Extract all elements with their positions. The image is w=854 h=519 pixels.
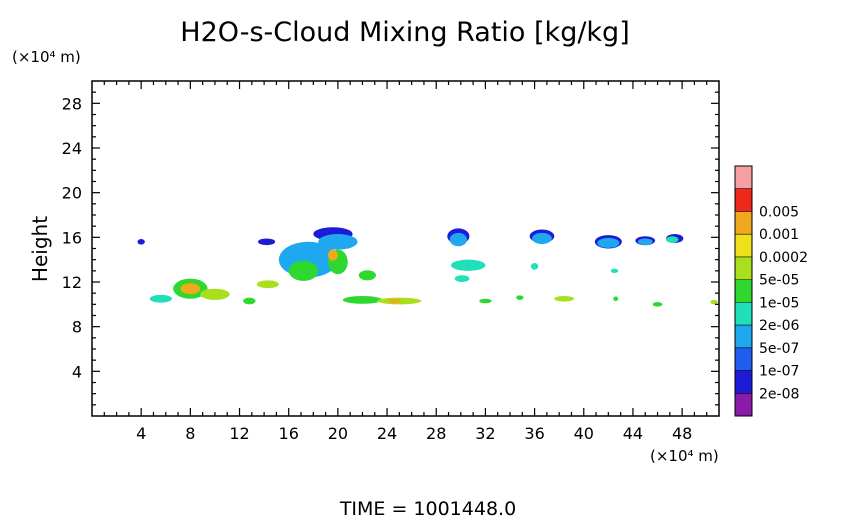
y-tick-labels: 4 8 12 16 20 24 28 [62, 94, 82, 381]
x-tick-label: 24 [377, 424, 397, 443]
colorbar-level-label: 2e-08 [759, 386, 799, 402]
y-tick-label: 8 [72, 318, 82, 337]
colorbar-swatch [735, 325, 752, 348]
cloud-cell-5 [243, 297, 256, 305]
colorbar-frame [734, 165, 753, 417]
cloud-cell-7 [256, 280, 279, 289]
colorbar-level-label: 0.005 [759, 204, 799, 220]
colorbar-level-label: 1e-07 [759, 364, 799, 380]
x-tick-label: 4 [136, 424, 146, 443]
colorbar-swatch [735, 347, 752, 371]
time-label: TIME = 1001448.0 [339, 498, 516, 519]
cloud-cell-20 [450, 259, 486, 271]
cloud-cell-6 [257, 238, 276, 246]
cloud-cell-15 [342, 295, 383, 304]
colorbar-swatch [735, 256, 752, 280]
colorbar-swatch [735, 370, 752, 394]
cloud-cell-9 [288, 260, 319, 281]
cloud-cell-29 [597, 237, 620, 248]
colorbar-swatch [735, 302, 752, 326]
cloud-cell-23 [516, 295, 524, 300]
colorbar-swatch [735, 188, 752, 212]
y-tick-label: 12 [62, 273, 82, 292]
x-tick-label: 28 [426, 424, 446, 443]
axis-ticks [92, 81, 719, 416]
colorbar [734, 165, 753, 417]
y-tick-label: 28 [62, 94, 82, 113]
cloud-cell-22 [479, 298, 492, 304]
cloud-cell-31 [613, 296, 619, 301]
cloud-cell-33 [637, 238, 653, 246]
chart-title: H2O-s-Cloud Mixing Ratio [kg/kg] [180, 17, 629, 48]
colorbar-swatch [735, 166, 752, 189]
x-tick-label: 44 [623, 424, 643, 443]
cloud-cell-1 [149, 294, 172, 303]
x-tick-label: 40 [574, 424, 594, 443]
colorbar-level-label: 1e-05 [759, 295, 799, 311]
cloud-cell-21 [454, 275, 470, 282]
cloud-cell-14 [358, 270, 376, 281]
colorbar-swatch [735, 234, 752, 257]
cloud-cell-27 [554, 295, 574, 302]
colorbar-swatch [735, 393, 752, 416]
colorbar-swatch [735, 279, 752, 303]
cloud-cell-13 [328, 249, 338, 261]
cloud-cell-37 [710, 299, 718, 305]
cloud-cell-11 [318, 233, 358, 250]
y-axis-label: Height [28, 216, 52, 282]
colorbar-level-label: 5e-05 [759, 273, 799, 289]
cloud-cell-30 [610, 268, 619, 274]
cloud-cell-3 [180, 283, 201, 295]
cloud-cell-19 [449, 232, 467, 247]
colorbar-labels: 2e-08 1e-07 5e-07 2e-06 1e-05 5e-05 0.0002 0.00… [759, 204, 808, 402]
cloud-cell-4 [200, 288, 230, 300]
cloud-cell-0 [137, 239, 145, 245]
cloud-cell-25 [532, 232, 552, 245]
x-tick-label: 20 [328, 424, 348, 443]
x-tick-labels: 4 8 12 16 20 24 28 32 36 40 44 48 [136, 424, 692, 443]
y-tick-label: 20 [62, 184, 82, 203]
x-tick-label: 48 [672, 424, 692, 443]
x-tick-label: 36 [524, 424, 544, 443]
colorbar-level-label: 0.001 [759, 227, 799, 243]
cloud-cell-17 [388, 298, 401, 304]
x-tick-label: 8 [185, 424, 195, 443]
x-unit-label: (×10⁴ m) [650, 447, 719, 465]
colorbar-level-label: 2e-06 [759, 318, 799, 334]
cloud-cells [137, 227, 718, 307]
x-tick-label: 12 [229, 424, 249, 443]
colorbar-level-label: 5e-07 [759, 341, 799, 357]
x-tick-label: 16 [279, 424, 299, 443]
colorbar-swatch [735, 211, 752, 235]
cloud-cell-26 [530, 263, 539, 270]
plot-frame [91, 80, 720, 417]
colorbar-level-label: 0.0002 [759, 250, 808, 266]
x-tick-label: 32 [475, 424, 495, 443]
y-unit-label: (×10⁴ m) [12, 48, 81, 66]
y-tick-label: 24 [62, 139, 82, 158]
cloud-cell-35 [666, 236, 679, 243]
y-tick-label: 16 [62, 228, 82, 247]
y-tick-label: 4 [72, 362, 82, 381]
cloud-cell-36 [652, 302, 663, 307]
